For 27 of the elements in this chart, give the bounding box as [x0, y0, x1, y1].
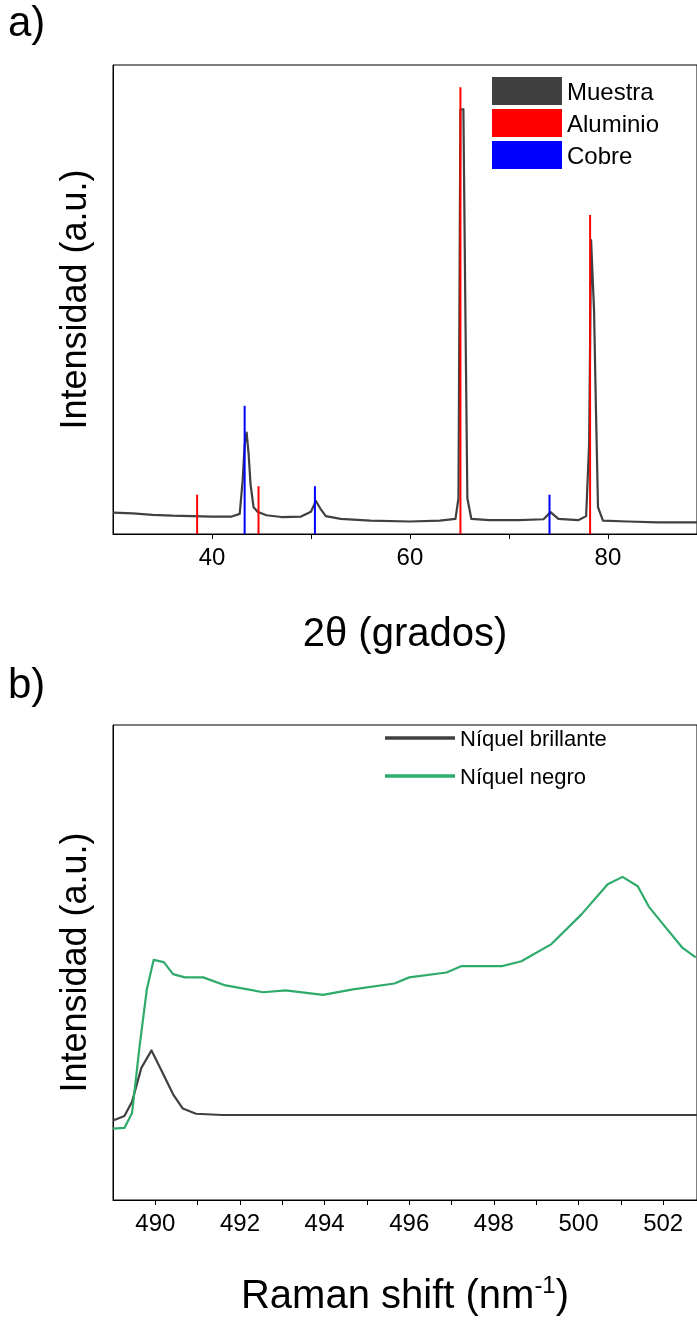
text: b)	[8, 659, 46, 707]
x-tick-label: 494	[304, 1208, 345, 1236]
x-tick-label: 490	[135, 1208, 176, 1236]
bar	[459, 87, 462, 534]
legend-label: Níquel negro	[460, 763, 586, 789]
x-tick-label: 60	[396, 542, 424, 570]
bar	[313, 486, 316, 534]
x-tick-label: 40	[198, 542, 226, 570]
bar	[257, 486, 260, 534]
text: a)	[8, 0, 46, 45]
bar	[196, 494, 199, 534]
x-tick-label: 492	[219, 1208, 260, 1236]
x-tick-label: 500	[558, 1208, 599, 1236]
legend-label: Muestra	[567, 77, 655, 105]
y-axis-title: Intensidad (a.u.)	[52, 832, 94, 1093]
y-axis-title: Intensidad (a.u.)	[52, 169, 94, 430]
x-tick-label: 496	[389, 1208, 430, 1236]
x-axis-title: 2θ (grados)	[302, 610, 508, 654]
bar	[243, 405, 246, 534]
bar	[589, 215, 592, 534]
x-tick-label: 502	[643, 1208, 684, 1236]
legend-label: Aluminio	[567, 109, 660, 137]
legend-label: Níquel brillante	[460, 725, 607, 751]
x-tick-label: 80	[594, 542, 622, 570]
legend-label: Cobre	[567, 141, 633, 169]
x-tick-label: 498	[473, 1208, 514, 1236]
bar	[548, 494, 551, 534]
